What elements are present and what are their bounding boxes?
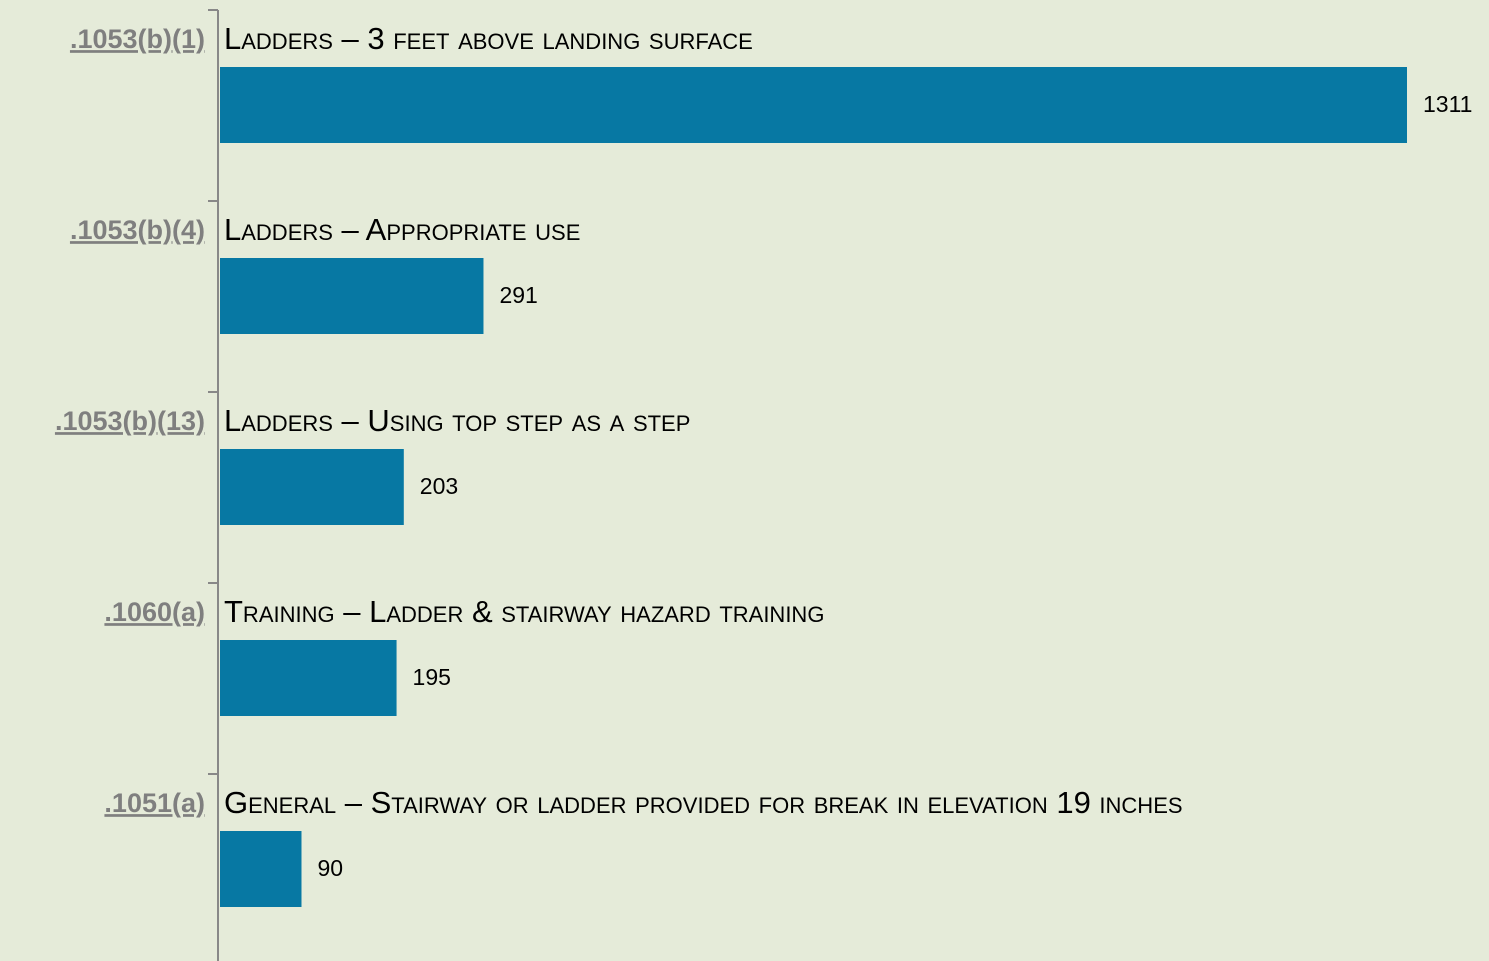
- category-description: Ladders – Using top step as a step: [224, 403, 690, 438]
- category-description: Ladders – 3 feet above landing surface: [224, 21, 753, 56]
- category-code: .1053(b)(13): [55, 406, 205, 436]
- category-code: .1053(b)(4): [70, 215, 205, 245]
- bar: [220, 258, 484, 334]
- category-code: .1051(a): [104, 788, 205, 818]
- value-label: 291: [499, 282, 537, 308]
- value-label: 195: [413, 664, 451, 690]
- bar: [220, 67, 1407, 143]
- category-description: Ladders – Appropriate use: [224, 212, 580, 247]
- bar: [220, 640, 397, 716]
- value-label: 203: [420, 473, 458, 499]
- value-label: 1311: [1423, 91, 1472, 117]
- category-code: .1060(a): [104, 597, 205, 627]
- category-description: General – Stairway or ladder provided fo…: [224, 785, 1183, 820]
- bar: [220, 831, 302, 907]
- category-code: .1053(b)(1): [70, 24, 205, 54]
- category-description: Training – Ladder & stairway hazard trai…: [224, 594, 824, 629]
- value-label: 90: [317, 855, 343, 881]
- bar: [220, 449, 404, 525]
